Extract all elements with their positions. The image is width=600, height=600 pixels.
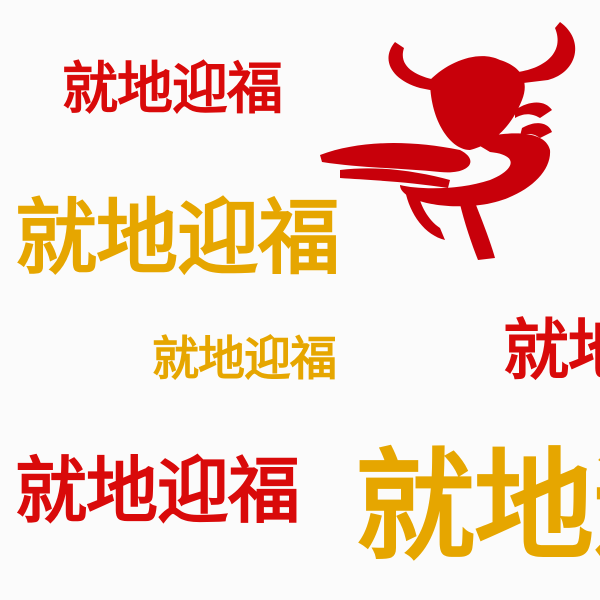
slogan: 就地迎福 [15,191,340,286]
slogan: 就地迎福 [62,57,283,122]
slogan: 就地迎福 [15,449,300,533]
slogan: 就地迎福 [355,438,600,577]
slogan: 就地迎福 [152,332,337,387]
slogan: 就地迎福 [503,312,600,389]
